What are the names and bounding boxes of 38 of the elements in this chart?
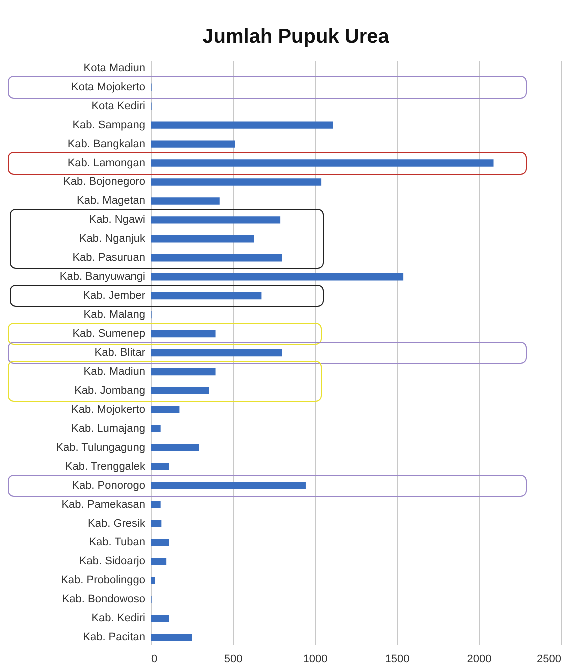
chart-title: Jumlah Pupuk Urea (202, 26, 390, 48)
y-tick-label: Kota Mojokerto (72, 81, 146, 94)
y-tick-label: Kab. Banyuwangi (60, 271, 146, 284)
y-tick-label: Kab. Sidoarjo (79, 556, 146, 568)
y-tick-label: Kab. Bondowoso (62, 594, 146, 606)
y-tick-label: Kab. Pasuruan (72, 252, 146, 264)
x-tick-label: 2500 (537, 654, 562, 666)
y-tick-label: Kab. Lamongan (68, 157, 146, 170)
y-tick-label: Kota Kediri (92, 100, 146, 112)
y-tick-label: Kab. Gresik (88, 518, 146, 530)
y-tick-label: Kab. Magetan (77, 195, 146, 208)
y-tick-label: Kab. Jember (83, 290, 146, 302)
x-tick-label: 2000 (467, 654, 492, 666)
y-tick-label: Kab. Ngawi (89, 214, 146, 226)
y-tick-label: Kab. Pacitan (83, 632, 146, 644)
y-tick-label: Kab. Madiun (84, 366, 146, 378)
x-tick-label: 0 (152, 654, 158, 666)
y-tick-label: Kab. Malang (84, 309, 146, 322)
y-tick-label: Kab. Nganjuk (79, 233, 146, 246)
y-tick-label: Kab. Lumajang (72, 422, 146, 435)
y-tick-label: Kab. Pamekasan (62, 498, 146, 511)
y-tick-label: Kab. Bojonegoro (64, 176, 146, 188)
y-tick-label: Kab. Jombang (74, 384, 146, 397)
y-tick-label: Kab. Trenggalek (65, 460, 146, 473)
y-tick-label: Kab. Mojokerto (72, 404, 146, 416)
y-tick-label: Kota Madiun (84, 62, 146, 74)
y-tick-label: Kab. Ponorogo (72, 480, 146, 492)
y-tick-label: Kab. Sampang (72, 119, 146, 132)
y-tick-label: Kab. Tuban (89, 536, 146, 549)
y-tick-label: Kab. Sumenep (72, 328, 146, 340)
y-tick-label: Kab. Blitar (94, 347, 146, 359)
x-tick-label: 1500 (385, 654, 410, 666)
x-tick-label: 500 (224, 654, 243, 666)
x-tick-label: 1000 (303, 654, 328, 666)
y-tick-label: Kab. Bangkalan (68, 138, 146, 150)
y-tick-label: Kab. Tulungagung (56, 442, 146, 454)
y-tick-label: Kab. Kediri (92, 612, 146, 625)
y-tick-label: Kab. Probolinggo (61, 574, 146, 587)
